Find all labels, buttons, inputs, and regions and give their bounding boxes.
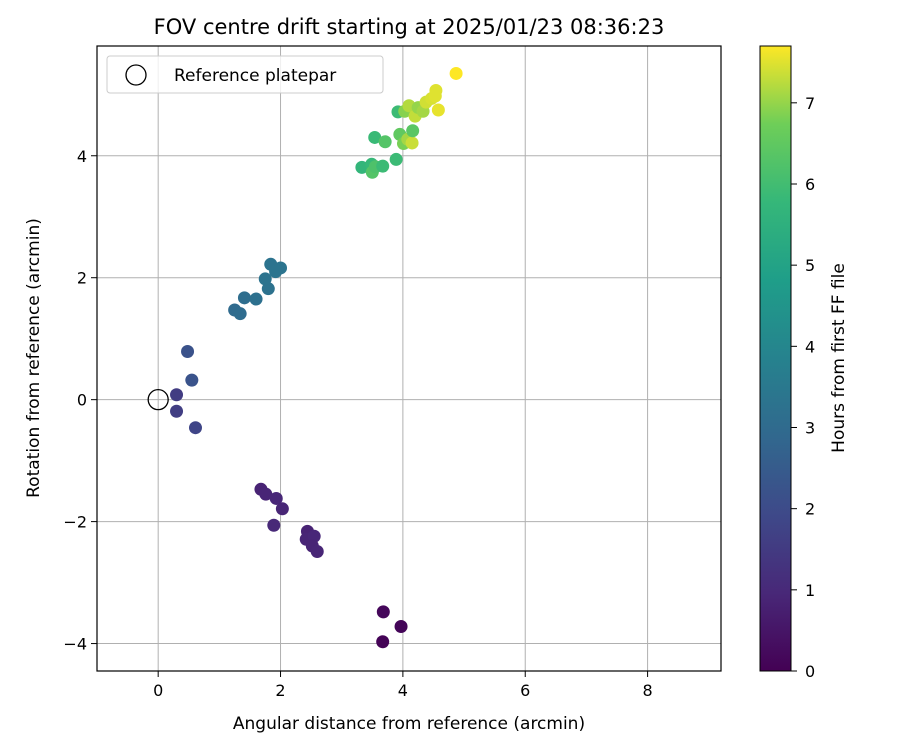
scatter-point (259, 487, 273, 501)
scatter-point (170, 388, 184, 402)
reference-marker-icon (147, 389, 169, 411)
colorbar-tick-label: 7 (805, 94, 815, 113)
colorbar-tick-label: 5 (805, 256, 815, 275)
scatter-point (378, 135, 392, 149)
colorbar-tick-label: 4 (805, 337, 815, 356)
scatter-point (258, 272, 272, 286)
scatter-point (170, 404, 184, 418)
colorbar-label: Hours from first FF file (829, 263, 849, 453)
scatter-point (376, 159, 390, 173)
data-points (170, 66, 463, 649)
x-tick-label: 8 (642, 681, 652, 700)
colorbar-tick-label: 0 (805, 662, 815, 681)
y-axis-label: Rotation from reference (arcmin) (24, 218, 44, 498)
scatter-point (188, 421, 202, 435)
scatter-point (431, 103, 445, 117)
colorbar-tick-label: 2 (805, 500, 815, 519)
scatter-point (428, 89, 442, 103)
grid-lines (97, 46, 721, 671)
x-tick-label: 0 (153, 681, 163, 700)
x-axis: 0 2 4 6 8 (153, 671, 653, 700)
scatter-point (261, 282, 275, 296)
legend-marker-icon (125, 64, 147, 86)
colorbar-tick-label: 6 (805, 175, 815, 194)
scatter-point (275, 502, 289, 516)
scatter-point (307, 529, 321, 543)
y-tick-label: −2 (63, 513, 87, 532)
scatter-point (394, 619, 408, 633)
colorbar-gradient (759, 45, 792, 672)
x-axis-label: Angular distance from reference (arcmin) (233, 714, 585, 734)
scatter-point (376, 635, 390, 649)
scatter-point (376, 605, 390, 619)
colorbar: 0 1 2 3 4 5 6 7 Hours from first FF file (759, 45, 849, 681)
scatter-point (310, 544, 324, 558)
x-tick-label: 2 (275, 681, 285, 700)
scatter-point (233, 307, 247, 321)
chart-title: FOV centre drift starting at 2025/01/23 … (154, 15, 665, 39)
y-axis: −4 −2 0 2 4 (63, 147, 97, 654)
colorbar-ticks: 0 1 2 3 4 5 6 7 (791, 94, 815, 681)
scatter-point (185, 373, 199, 387)
scatter-point (237, 291, 251, 305)
scatter-point (249, 292, 263, 306)
legend: Reference platepar (106, 55, 384, 94)
scatter-point (267, 518, 281, 532)
legend-box (106, 55, 384, 94)
y-tick-label: 2 (77, 269, 87, 288)
x-tick-label: 6 (520, 681, 530, 700)
y-tick-label: 0 (77, 391, 87, 410)
legend-entry: Reference platepar (174, 66, 336, 86)
scatter-point (389, 152, 403, 166)
colorbar-tick-label: 3 (805, 418, 815, 437)
scatter-point (355, 160, 369, 174)
reference-point (147, 389, 169, 411)
y-tick-label: −4 (63, 635, 87, 654)
y-tick-label: 4 (77, 147, 87, 166)
scatter-point (406, 124, 420, 138)
scatter-point (181, 344, 195, 358)
scatter-point (269, 491, 283, 505)
colorbar-tick-label: 1 (805, 581, 815, 600)
scatter-point (405, 136, 419, 150)
x-tick-label: 4 (398, 681, 408, 700)
scatter-point (368, 130, 382, 144)
scatter-point (449, 66, 463, 80)
scatter-point (274, 261, 288, 275)
plot-area-frame (96, 45, 722, 672)
